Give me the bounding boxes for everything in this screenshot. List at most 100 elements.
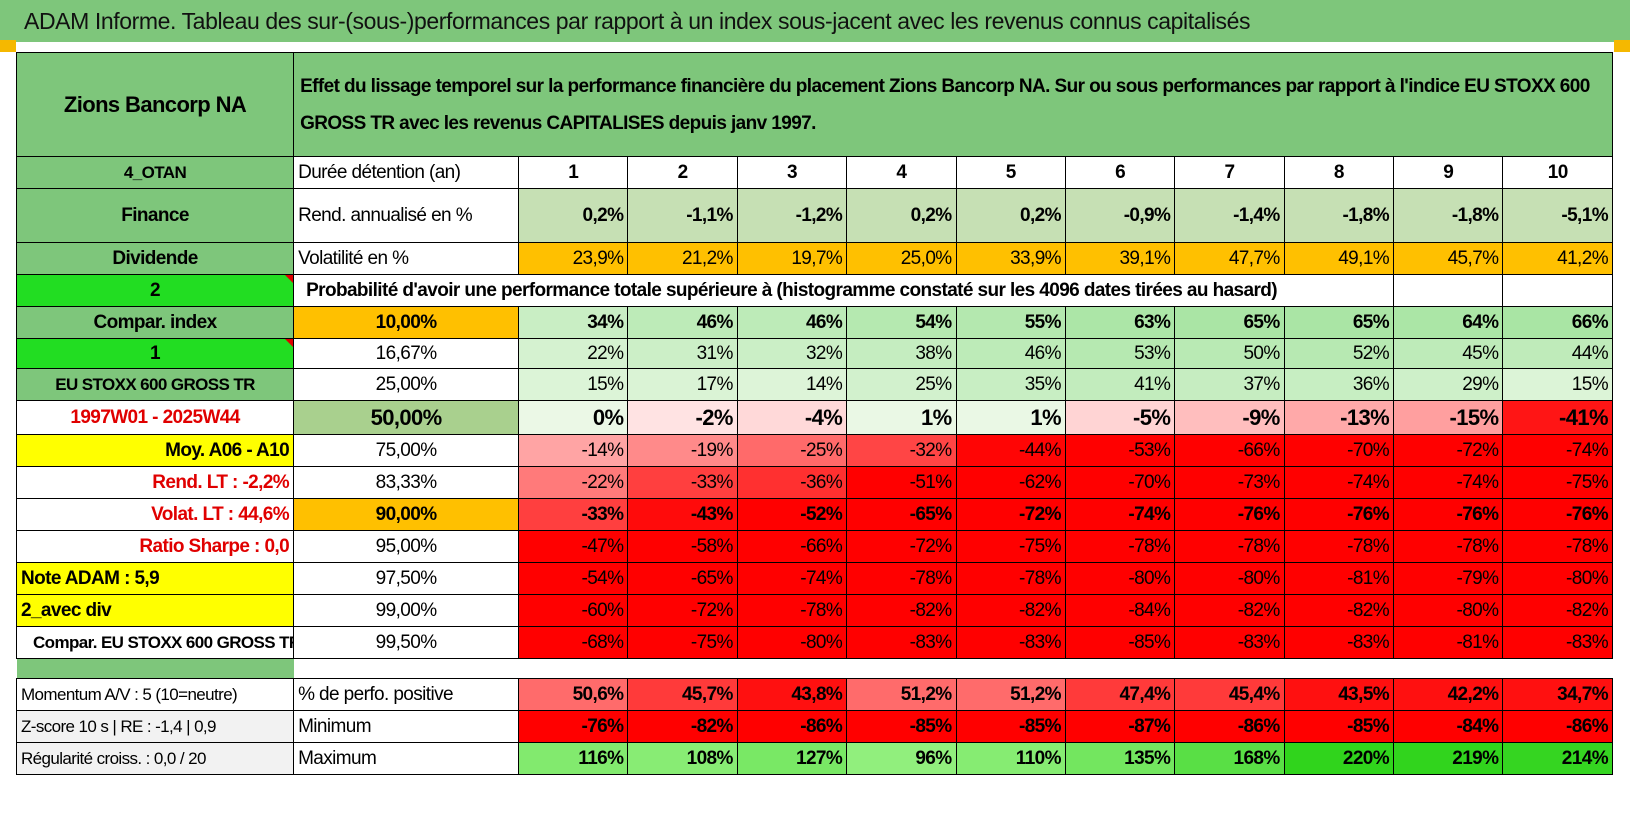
percentile-cell: -78%: [1502, 530, 1613, 563]
percentile-cell: -82%: [955, 594, 1066, 627]
moy-label: Moy. A06 - A10: [15, 434, 295, 467]
percentile-cell: 31%: [627, 338, 738, 369]
minimum-cell: -87%: [1064, 710, 1176, 743]
percentile-cell: -74%: [1064, 498, 1176, 531]
percentile-cell: -32%: [846, 434, 957, 467]
percentile-cell: -83%: [846, 626, 957, 659]
minimum-cell: -85%: [1283, 710, 1395, 743]
percentile-cell: -41%: [1502, 400, 1613, 435]
rend-cell: 0,2%: [846, 188, 957, 243]
percentile-cell: -80%: [736, 626, 848, 659]
selector-2[interactable]: 2: [15, 274, 295, 307]
year-header: 6: [1064, 156, 1176, 189]
dividend-label: Dividende: [15, 242, 295, 275]
otan-label: 4_OTAN: [15, 156, 295, 189]
corner-marker-right: [1614, 40, 1630, 52]
percentile-cell: 54%: [846, 306, 957, 339]
percentile-cell: 17%: [627, 368, 738, 401]
percentile-cell: -83%: [1502, 626, 1613, 659]
percentile-cell: -43%: [627, 498, 738, 531]
proba-label: Probabilité d'avoir une performance tota…: [293, 274, 1395, 307]
volat-cell: 23,9%: [518, 242, 629, 275]
percentile-cell: -78%: [1283, 530, 1395, 563]
percentile-cell: -9%: [1174, 400, 1285, 435]
percentile-cell: -83%: [1174, 626, 1285, 659]
percentile-cell: -83%: [1283, 626, 1395, 659]
perf-pos-cell: 47,4%: [1064, 678, 1176, 711]
compar-index-label: Compar. index: [15, 306, 295, 339]
volat-cell: 33,9%: [955, 242, 1066, 275]
percentile-cell: -82%: [1502, 594, 1613, 627]
percentile-cell: -75%: [627, 626, 738, 659]
volat-cell: 19,7%: [736, 242, 848, 275]
year-header: 5: [955, 156, 1066, 189]
percentile-cell: -82%: [1283, 594, 1395, 627]
rend-lt-label: Rend. LT : -2,2%: [15, 466, 295, 499]
percentile-cell: -80%: [1502, 562, 1613, 595]
percentile-cell: 35%: [955, 368, 1066, 401]
percentile-cell: -75%: [1502, 466, 1613, 499]
percentile-cell: -84%: [1064, 594, 1176, 627]
percentile-cell: -75%: [955, 530, 1066, 563]
percentile-cell: -72%: [846, 530, 957, 563]
percentile-cell: -70%: [1064, 466, 1176, 499]
percentile-cell: 55%: [955, 306, 1066, 339]
percentile-cell: -72%: [627, 594, 738, 627]
percentile-label: 25,00%: [293, 368, 520, 401]
percentile-label: 50,00%: [293, 400, 520, 435]
percentile-cell: 45%: [1393, 338, 1504, 369]
percentile-cell: -65%: [627, 562, 738, 595]
percentile-cell: -72%: [1393, 434, 1504, 467]
period-label: 1997W01 - 2025W44: [15, 400, 295, 435]
maximum-cell: 135%: [1064, 742, 1176, 775]
year-header: 9: [1393, 156, 1504, 189]
percentile-cell: -66%: [736, 530, 848, 563]
minimum-cell: -85%: [846, 710, 957, 743]
minimum-cell: -86%: [1174, 710, 1285, 743]
rend-cell: -5,1%: [1502, 188, 1613, 243]
percentile-cell: -80%: [1174, 562, 1285, 595]
percentile-cell: -66%: [1174, 434, 1285, 467]
year-header: 7: [1174, 156, 1285, 189]
momentum-label: Momentum A/V : 5 (10=neutre): [15, 678, 295, 711]
percentile-cell: -78%: [1393, 530, 1504, 563]
perf-pos-cell: 43,5%: [1283, 678, 1395, 711]
percentile-cell: 53%: [1064, 338, 1176, 369]
year-header: 8: [1283, 156, 1395, 189]
year-header: 3: [736, 156, 848, 189]
perf-pos-cell: 51,2%: [846, 678, 957, 711]
perf-pos-cell: 45,4%: [1174, 678, 1285, 711]
volat-cell: 39,1%: [1064, 242, 1176, 275]
rend-cell: 0,2%: [955, 188, 1066, 243]
index-name-label: EU STOXX 600 GROSS TR: [15, 368, 295, 401]
percentile-cell: -70%: [1283, 434, 1395, 467]
minimum-cell: -86%: [736, 710, 848, 743]
empty-cell: [1393, 274, 1504, 307]
minimum-label: Minimum: [293, 710, 520, 743]
sector-label: Finance: [15, 188, 295, 243]
percentile-cell: -19%: [627, 434, 738, 467]
percentile-cell: -44%: [955, 434, 1066, 467]
year-header: 4: [846, 156, 957, 189]
percentile-cell: -74%: [1502, 434, 1613, 467]
percentile-cell: 50%: [1174, 338, 1285, 369]
percentile-cell: -54%: [518, 562, 629, 595]
percentile-cell: -68%: [518, 626, 629, 659]
percentile-cell: -58%: [627, 530, 738, 563]
spacer-cell: [294, 659, 1613, 679]
percentile-cell: -72%: [955, 498, 1066, 531]
rend-cell: -1,8%: [1283, 188, 1395, 243]
percentile-cell: -22%: [518, 466, 629, 499]
year-header: 2: [627, 156, 738, 189]
percentile-label: 90,00%: [293, 498, 520, 531]
selector-1[interactable]: 1: [15, 338, 295, 369]
maximum-cell: 220%: [1283, 742, 1395, 775]
percentile-cell: -4%: [736, 400, 848, 435]
percentile-cell: -52%: [736, 498, 848, 531]
perf-pos-cell: 43,8%: [736, 678, 848, 711]
compar-name-label: Compar. EU STOXX 600 GROSS TR: [15, 626, 295, 659]
percentile-label: 10,00%: [293, 306, 520, 339]
perf-pos-cell: 42,2%: [1393, 678, 1504, 711]
percentile-cell: -53%: [1064, 434, 1176, 467]
percentile-cell: -33%: [518, 498, 629, 531]
